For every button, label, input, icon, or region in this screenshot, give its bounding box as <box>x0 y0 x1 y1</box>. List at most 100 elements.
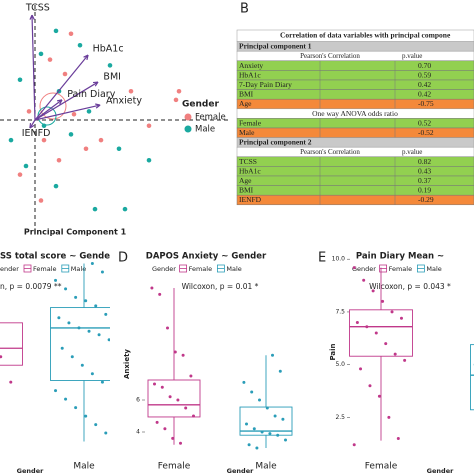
point <box>71 111 77 117</box>
loading-arrow <box>34 104 101 121</box>
y-tick-label: 5.0 <box>335 361 345 368</box>
point <box>396 436 400 440</box>
legend-label: Male <box>195 125 215 135</box>
x-tick-label: Female <box>158 462 191 472</box>
y-axis-label: Anxiety <box>123 349 131 379</box>
point <box>189 374 193 378</box>
loading-arrow <box>31 15 36 121</box>
point <box>84 299 88 303</box>
point <box>84 414 88 418</box>
point <box>116 146 122 152</box>
point <box>352 266 356 270</box>
table-row <box>236 194 474 206</box>
point <box>245 422 248 426</box>
row-label: 7-Day Pain Diary <box>239 80 292 89</box>
table-row <box>236 156 474 167</box>
chart-title: DAPOS Anxiety ~ Gender <box>146 252 267 262</box>
point <box>368 384 372 388</box>
point <box>104 431 108 435</box>
point <box>146 123 152 129</box>
y-tick-label: 2.5 <box>335 414 345 421</box>
legend-key <box>184 125 192 133</box>
legend-title: Gender <box>182 100 219 110</box>
table-row <box>236 166 474 177</box>
row-label: HbA1c <box>239 166 261 175</box>
legend-label: Male <box>226 265 241 273</box>
loading-label: IENFD <box>22 128 51 139</box>
row-value: -0.75 <box>418 99 434 108</box>
section-heading: Principal component 2 <box>239 138 312 147</box>
box-panel: SS total score ~ Gender ender Female Male n,… <box>0 252 110 474</box>
arrow-head <box>92 81 99 87</box>
table-row <box>236 70 474 81</box>
point <box>128 88 134 94</box>
column-header: Pearson's Correlation <box>300 148 360 156</box>
point <box>41 137 47 143</box>
point <box>74 406 78 410</box>
x-tick-label: Male <box>255 462 277 472</box>
point <box>80 363 84 367</box>
loading-label: BMI <box>103 71 121 82</box>
point <box>68 31 74 37</box>
panel-label: E <box>318 251 326 266</box>
point <box>403 358 407 362</box>
point <box>271 353 274 357</box>
point <box>284 438 287 442</box>
point <box>98 137 104 143</box>
point <box>158 292 162 296</box>
point <box>26 109 32 114</box>
x-axis-label: Principal Component 1 <box>24 228 127 237</box>
point <box>100 380 104 384</box>
legend-key <box>184 113 192 121</box>
point <box>173 350 177 354</box>
point <box>90 372 94 376</box>
stat-annotation: Wilcoxon, p = 0.01 * <box>182 282 259 291</box>
point <box>176 398 180 402</box>
point <box>281 417 285 421</box>
section-heading: One way ANOVA odds ratio <box>312 109 398 118</box>
loading-label: HbA1c <box>93 43 124 54</box>
table: Correlation of data variables with princ… <box>236 29 474 206</box>
point <box>171 436 175 440</box>
y-tick-label: 7.5 <box>335 308 345 315</box>
x-tick-label: Male <box>73 462 95 472</box>
arrow-head <box>83 54 89 61</box>
point <box>94 423 98 427</box>
point <box>38 51 44 57</box>
point <box>122 206 128 212</box>
point <box>70 355 74 359</box>
point <box>192 414 195 418</box>
point <box>365 325 369 329</box>
row-label: Age <box>239 176 252 185</box>
y-axis-label: Pain <box>329 343 337 360</box>
point <box>155 420 159 424</box>
point <box>252 427 256 431</box>
row-value: 0.70 <box>418 61 431 70</box>
point <box>60 346 64 350</box>
row-value: 0.37 <box>418 176 431 185</box>
arrow-head <box>95 103 101 109</box>
point <box>146 157 152 163</box>
loading-arrow <box>29 119 36 129</box>
table-row <box>236 89 474 100</box>
x-axis-label: Gender <box>427 467 454 474</box>
point <box>387 415 391 419</box>
point <box>83 146 89 152</box>
point <box>68 132 74 137</box>
loading-arrow <box>34 54 89 121</box>
row-label: Anxiety <box>239 61 263 70</box>
point <box>268 432 272 436</box>
point <box>107 338 110 342</box>
loading-label: TCSS <box>25 3 50 14</box>
row-label: HbA1c <box>239 70 261 79</box>
legend-title: Gender <box>152 265 176 273</box>
point <box>67 321 71 325</box>
arrow-head <box>29 123 35 129</box>
box <box>349 309 413 357</box>
point <box>38 198 44 203</box>
loading-label: Pain Diary <box>67 89 115 100</box>
stat-annotation: n, p = 0.0079 ** <box>0 282 62 291</box>
point <box>17 172 23 177</box>
row-label: IENFD <box>239 195 262 204</box>
